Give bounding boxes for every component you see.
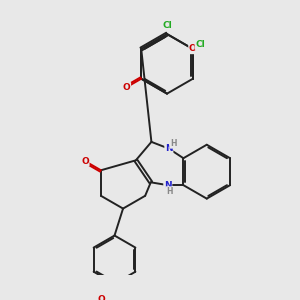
Text: N: N [165, 144, 172, 153]
Text: Cl: Cl [195, 40, 205, 49]
Text: N: N [164, 181, 172, 190]
Text: O: O [123, 83, 130, 92]
Text: Cl: Cl [162, 21, 172, 30]
Text: H: H [166, 187, 172, 196]
Text: O: O [81, 157, 89, 166]
Text: H: H [170, 139, 176, 148]
Text: O: O [189, 44, 197, 53]
Text: O: O [98, 295, 106, 300]
